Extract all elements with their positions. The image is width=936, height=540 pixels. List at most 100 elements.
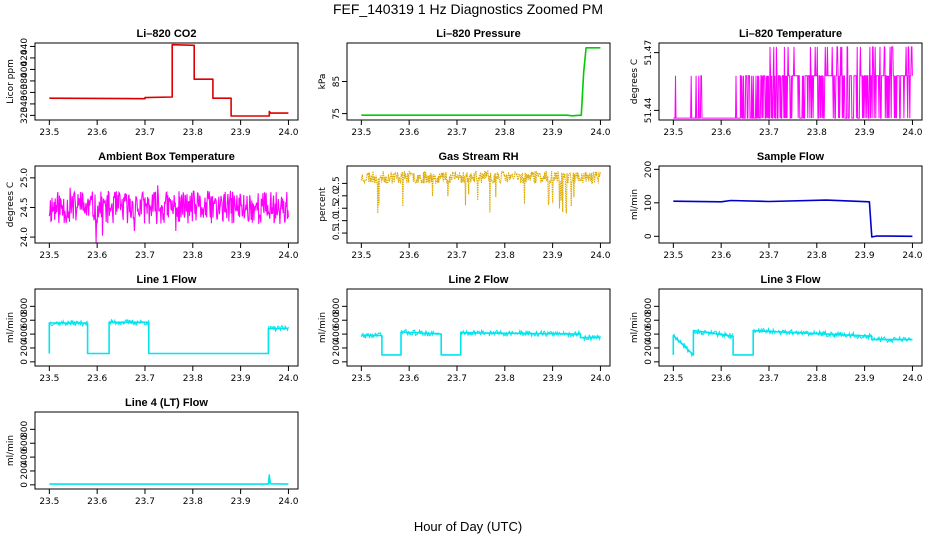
series-line bbox=[361, 331, 601, 356]
series-line bbox=[48, 321, 289, 355]
x-tick-label: 23.7 bbox=[447, 374, 467, 384]
y-axis-label: degrees C bbox=[630, 59, 640, 104]
x-axis: 23.5 23.6 23.7 23.8 23.9 24.0 bbox=[663, 366, 923, 384]
panel-9: Line 3 Flow 23.5 23.6 23.7 23.8 23.9 24.0 0 2004… bbox=[630, 274, 923, 384]
y-axis-label: ml/min bbox=[630, 189, 640, 220]
series-line bbox=[673, 199, 913, 238]
y-tick-label: 400 bbox=[20, 448, 30, 465]
y-axis-label: ml/min bbox=[630, 312, 640, 343]
plot-frame bbox=[658, 42, 923, 121]
y-axis-label: percent bbox=[318, 187, 328, 222]
series-jitter bbox=[48, 318, 289, 333]
x-tick-label: 24.0 bbox=[590, 251, 610, 261]
x-tick-label: 23.7 bbox=[759, 128, 779, 138]
x-tick-label: 23.9 bbox=[231, 497, 251, 507]
y-axis: 24.0 24.5 25.0 bbox=[20, 168, 35, 247]
series-line bbox=[48, 185, 289, 243]
panel-title: Gas Stream RH bbox=[438, 151, 518, 163]
y-tick-label: 85 bbox=[332, 76, 342, 87]
x-tick-label: 24.0 bbox=[902, 374, 922, 384]
series-line bbox=[361, 47, 601, 117]
y-tick-label: 600 bbox=[332, 311, 342, 328]
x-tick-label: 23.8 bbox=[807, 128, 827, 138]
x-tick-label: 23.9 bbox=[231, 128, 251, 138]
series-jitter bbox=[672, 326, 913, 358]
x-tick-label: 23.5 bbox=[663, 374, 683, 384]
y-tick-label: 200 bbox=[644, 339, 654, 356]
panel-title: Line 1 Flow bbox=[137, 274, 197, 286]
panel-title: Ambient Box Temperature bbox=[98, 151, 235, 163]
y-tick-label: 400 bbox=[644, 325, 654, 342]
x-tick-label: 23.9 bbox=[855, 374, 875, 384]
x-tick-label: 23.5 bbox=[351, 128, 371, 138]
y-axis-label: kPa bbox=[318, 74, 328, 90]
x-tick-label: 23.8 bbox=[807, 374, 827, 384]
panel-1: Li–820 CO2 23.5 23.6 23.7 23.8 23.9 24.0 320340… bbox=[6, 28, 299, 138]
y-tick-label: 0 bbox=[20, 359, 30, 365]
plot-frame bbox=[346, 288, 611, 367]
x-tick-label: 23.8 bbox=[495, 374, 515, 384]
y-tick-label: 0 bbox=[20, 482, 30, 488]
x-axis: 23.5 23.6 23.7 23.8 23.9 24.0 bbox=[39, 120, 299, 138]
y-tick-label: 380 bbox=[20, 72, 30, 89]
x-tick-label: 23.8 bbox=[183, 251, 203, 261]
x-tick-label: 23.7 bbox=[759, 374, 779, 384]
y-axis: 51.44 51.47 bbox=[644, 40, 659, 123]
y-tick-label: 100 bbox=[644, 194, 654, 211]
x-tick-label: 23.9 bbox=[543, 251, 563, 261]
y-tick-label: 200 bbox=[644, 160, 654, 177]
plot-frame bbox=[34, 165, 299, 244]
x-tick-label: 23.9 bbox=[855, 251, 875, 261]
x-tick-label: 24.0 bbox=[590, 374, 610, 384]
y-tick-label: 1.0 bbox=[332, 213, 342, 228]
x-tick-label: 23.6 bbox=[399, 251, 419, 261]
y-axis-label: degrees C bbox=[6, 182, 16, 227]
y-tick-label: 600 bbox=[20, 311, 30, 328]
y-tick-label: 800 bbox=[332, 297, 342, 314]
x-tick-label: 23.6 bbox=[711, 251, 731, 261]
plot-frame bbox=[34, 288, 299, 367]
y-axis-label: ml/min bbox=[6, 435, 16, 466]
x-tick-label: 24.0 bbox=[278, 251, 298, 261]
x-tick-label: 23.8 bbox=[183, 497, 203, 507]
x-tick-label: 23.5 bbox=[663, 128, 683, 138]
x-tick-label: 23.7 bbox=[135, 251, 155, 261]
x-tick-label: 24.0 bbox=[278, 497, 298, 507]
x-axis: 23.5 23.6 23.7 23.8 23.9 24.0 bbox=[663, 120, 923, 138]
series-line bbox=[672, 329, 913, 356]
y-tick-label: 420 bbox=[20, 49, 30, 66]
y-tick-label: 600 bbox=[20, 434, 30, 451]
x-tick-label: 23.5 bbox=[351, 251, 371, 261]
series-line bbox=[49, 43, 289, 117]
x-tick-label: 23.7 bbox=[447, 251, 467, 261]
y-tick-label: 400 bbox=[332, 325, 342, 342]
x-tick-label: 23.6 bbox=[711, 374, 731, 384]
x-tick-label: 23.6 bbox=[711, 128, 731, 138]
x-tick-label: 23.5 bbox=[39, 497, 59, 507]
series-line bbox=[673, 46, 913, 119]
y-axis: 0.51.01.52.02.5 bbox=[332, 176, 347, 240]
x-tick-label: 23.7 bbox=[447, 128, 467, 138]
panel-7: Line 1 Flow 23.5 23.6 23.7 23.8 23.9 24.0 0 2004… bbox=[6, 274, 299, 384]
y-tick-label: 400 bbox=[20, 325, 30, 342]
plot-frame bbox=[34, 42, 299, 121]
y-axis-label: ml/min bbox=[6, 312, 16, 343]
panel-title: Line 4 (LT) Flow bbox=[125, 397, 208, 409]
y-tick-label: 340 bbox=[20, 95, 30, 112]
x-tick-label: 23.8 bbox=[807, 251, 827, 261]
y-axis-label: ml/min bbox=[318, 312, 328, 343]
x-tick-label: 23.7 bbox=[759, 251, 779, 261]
y-tick-label: 1.5 bbox=[332, 201, 342, 215]
y-tick-label: 200 bbox=[332, 339, 342, 356]
y-tick-label: 360 bbox=[20, 84, 30, 101]
y-tick-label: 51.44 bbox=[644, 97, 654, 123]
panel-2: Li–820 Pressure 23.5 23.6 23.7 23.8 23.9 24.0 7… bbox=[318, 28, 611, 138]
plot-frame bbox=[34, 411, 299, 490]
x-tick-label: 23.6 bbox=[87, 251, 107, 261]
panel-title: Line 2 Flow bbox=[449, 274, 509, 286]
x-tick-label: 23.6 bbox=[399, 128, 419, 138]
